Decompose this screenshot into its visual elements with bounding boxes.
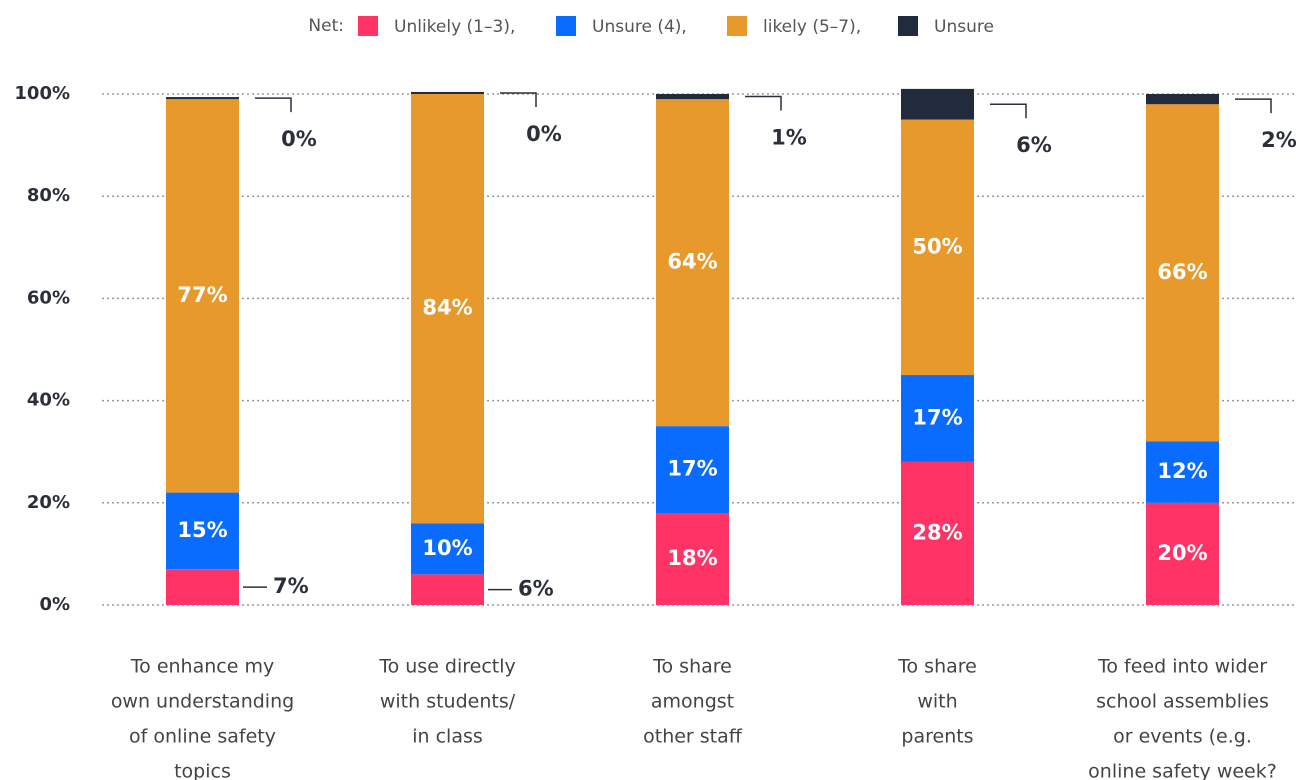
x-tick-label: To share bbox=[897, 656, 977, 678]
value-label: 64% bbox=[667, 250, 717, 274]
value-label: 15% bbox=[177, 518, 227, 542]
value-label: 2% bbox=[1261, 128, 1296, 152]
bar-segment bbox=[901, 375, 974, 462]
legend-label: Unsure (4), bbox=[592, 17, 687, 37]
bar-segment bbox=[656, 94, 729, 100]
legend-swatch bbox=[727, 16, 747, 36]
value-label: 1% bbox=[771, 126, 807, 150]
value-label: 50% bbox=[912, 234, 962, 258]
bar-segment bbox=[166, 492, 239, 570]
bar-segment bbox=[656, 99, 729, 427]
leader-line bbox=[745, 95, 782, 111]
bar-segment bbox=[901, 119, 974, 376]
bar-segment bbox=[166, 97, 239, 100]
value-label: 77% bbox=[177, 283, 227, 307]
value-label: 84% bbox=[422, 296, 472, 320]
legend-swatch bbox=[358, 16, 378, 36]
value-label: 7% bbox=[273, 574, 309, 598]
leader-line bbox=[255, 97, 292, 113]
x-tick-label: To use directly bbox=[378, 656, 516, 678]
legend-swatch bbox=[556, 16, 576, 36]
value-label: 18% bbox=[667, 546, 717, 570]
bar-segment bbox=[166, 99, 239, 493]
bar-segment bbox=[411, 574, 484, 605]
bar-segment bbox=[656, 513, 729, 605]
x-tick-label: To share bbox=[652, 656, 732, 678]
bar-segment bbox=[1146, 104, 1219, 442]
legend-swatch bbox=[898, 16, 918, 36]
bar-segment bbox=[1146, 441, 1219, 503]
y-tick-label: 0% bbox=[39, 594, 70, 615]
y-tick-label: 80% bbox=[27, 185, 70, 206]
bar-segment bbox=[1146, 94, 1219, 105]
x-tick-label: school assemblies bbox=[1096, 691, 1269, 713]
x-tick-label: online safety week? bbox=[1088, 761, 1277, 780]
bar-segment bbox=[411, 94, 484, 524]
value-label: 0% bbox=[281, 127, 317, 151]
x-tick-label: or events (e.g. bbox=[1113, 726, 1252, 748]
x-tick-label: parents bbox=[901, 726, 973, 748]
bar-segment bbox=[166, 569, 239, 605]
x-tick-label: in class bbox=[412, 726, 483, 748]
value-label: 66% bbox=[1157, 260, 1207, 284]
legend-label: Unlikely (1–3), bbox=[394, 17, 515, 37]
value-label: 0% bbox=[526, 122, 562, 146]
x-tick-label: of online safety bbox=[129, 726, 276, 748]
x-tick-label: To enhance my bbox=[130, 656, 274, 678]
x-tick-label: own understanding bbox=[111, 691, 294, 713]
x-tick-label: topics bbox=[174, 761, 231, 780]
value-label: 17% bbox=[667, 457, 717, 481]
x-tick-label: other staff bbox=[643, 726, 743, 748]
leader-line bbox=[500, 92, 537, 107]
x-tick-label: To feed into wider bbox=[1097, 656, 1267, 678]
x-tick-label: with students/ bbox=[380, 691, 516, 713]
x-tick-label: with bbox=[917, 691, 957, 713]
value-label: 17% bbox=[912, 405, 962, 429]
leader-line bbox=[1235, 98, 1272, 114]
value-label: 10% bbox=[422, 536, 472, 560]
legend-label: Unsure bbox=[934, 17, 994, 37]
y-tick-label: 40% bbox=[27, 390, 70, 411]
value-label: 6% bbox=[1016, 133, 1052, 157]
y-tick-label: 20% bbox=[27, 492, 70, 513]
leader-line bbox=[990, 103, 1027, 119]
value-label: 20% bbox=[1157, 541, 1207, 565]
bar-segment bbox=[411, 523, 484, 575]
bar-segment bbox=[901, 461, 974, 605]
value-label: 6% bbox=[518, 577, 554, 601]
bar-segment bbox=[1146, 502, 1219, 605]
x-tick-label: amongst bbox=[651, 691, 734, 713]
y-tick-label: 100% bbox=[14, 83, 70, 104]
y-tick-label: 60% bbox=[27, 287, 70, 308]
value-label: 28% bbox=[912, 520, 962, 544]
legend-label: likely (5–7), bbox=[763, 17, 861, 37]
legend-prefix: Net: bbox=[308, 16, 344, 36]
bar-segment bbox=[656, 426, 729, 514]
bar-segment bbox=[901, 88, 974, 120]
bar-segment bbox=[411, 91, 484, 94]
value-label: 12% bbox=[1157, 459, 1207, 483]
